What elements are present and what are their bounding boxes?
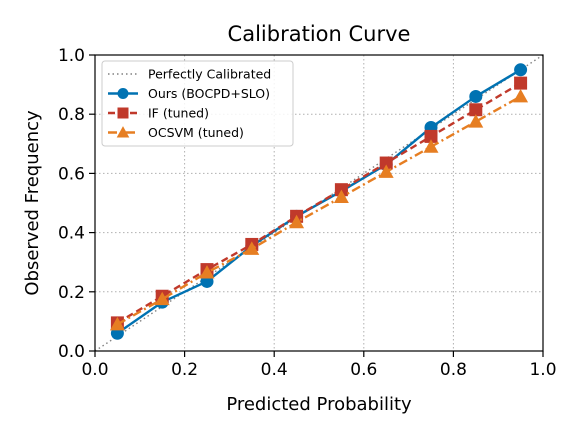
data-point-circle <box>117 88 129 99</box>
data-point-triangle <box>116 126 130 138</box>
y-tick-label: 0.6 <box>58 164 85 184</box>
data-point-circle <box>514 63 528 77</box>
data-point-triangle <box>423 139 439 153</box>
data-point-triangle <box>289 214 305 229</box>
legend-label: Perfectly Calibrated <box>148 67 271 82</box>
data-point-triangle <box>199 265 215 279</box>
data-point-circle <box>469 89 483 103</box>
x-tick-label: 0.6 <box>350 360 377 380</box>
x-tick-label: 0.4 <box>261 360 288 380</box>
data-point-square <box>424 129 438 143</box>
x-tick-label: 0.8 <box>440 360 467 380</box>
y-axis-label: Observed Frequency <box>22 110 43 296</box>
legend-box <box>101 60 294 147</box>
x-tick-label: 1.0 <box>529 360 556 380</box>
data-point-square <box>117 107 129 119</box>
data-point-triangle <box>109 316 125 331</box>
data-point-square <box>514 76 528 90</box>
data-point-triangle <box>513 88 529 103</box>
data-point-triangle <box>378 164 394 178</box>
legend-label: Ours (BOCPD+SLO) <box>148 86 270 101</box>
y-tick-label: 0.0 <box>58 342 85 362</box>
axis-ticks: 0.0 0.2 0.4 0.6 0.8 1.0 0.0 0.2 0.4 0.6 0.8 1.0 <box>58 46 557 380</box>
series-lines <box>94 54 544 352</box>
plot-frame <box>94 54 544 352</box>
x-tick-label: 0.2 <box>171 360 198 380</box>
y-tick-label: 1.0 <box>58 46 85 66</box>
x-axis-label: Predicted Probability <box>226 394 412 415</box>
legend-label: OCSVM (tuned) <box>148 125 244 140</box>
chart-title: Calibration Curve <box>228 22 411 46</box>
data-point-triangle <box>154 291 170 306</box>
y-tick-label: 0.2 <box>58 283 85 303</box>
data-point-square <box>469 103 483 117</box>
y-tick-label: 0.8 <box>58 105 85 125</box>
x-tick-label: 0.0 <box>81 360 108 380</box>
series-line <box>116 82 522 324</box>
data-point-triangle <box>244 241 260 255</box>
data-point-triangle <box>333 189 349 204</box>
legend: Perfectly Calibrated Ours (BOCPD+SLO) IF (… <box>101 60 294 147</box>
legend-label: IF (tuned) <box>148 106 209 121</box>
data-point-square <box>379 156 393 170</box>
series-line <box>116 95 522 326</box>
y-tick-label: 0.4 <box>58 224 85 244</box>
data-point-triangle <box>468 114 484 128</box>
